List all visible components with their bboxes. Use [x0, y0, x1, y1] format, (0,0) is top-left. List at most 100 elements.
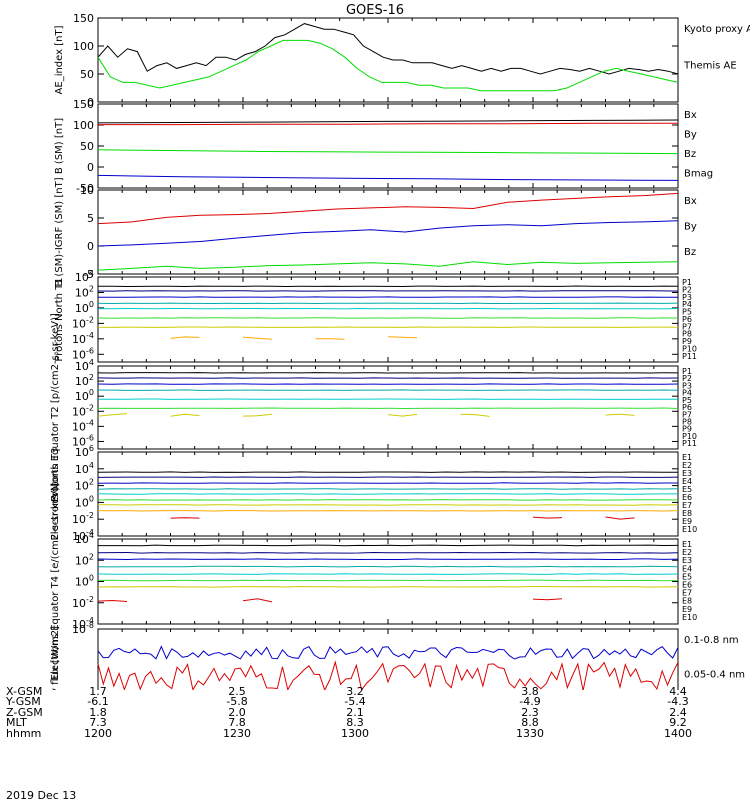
- plot-title: GOES-16: [346, 3, 404, 18]
- y-axis-label: AE_index [nT]: [54, 25, 65, 94]
- y-tick-label: 102: [75, 373, 94, 388]
- series-e8: [533, 599, 562, 600]
- footer-row-label: hhmm: [6, 729, 41, 739]
- series-e7: [98, 505, 678, 506]
- legend-p11: P11: [682, 352, 697, 361]
- series-p8: [388, 337, 417, 338]
- series-e7: [98, 587, 678, 588]
- series-e4: [98, 566, 678, 567]
- legend-e10: E10: [682, 525, 697, 534]
- legend-0-1-0-8-nm: 0.1-0.8 nm: [684, 635, 739, 646]
- legend-p11: P11: [682, 439, 697, 448]
- legend-bx: Bx: [684, 110, 697, 121]
- panel-5: Protons Equator T2 [p/(cm2-s-sr-keV)]104…: [50, 313, 697, 502]
- panel-8: Xray flux [W/m2]10-810-90.1-0.8 nm0.05-0…: [50, 621, 745, 690]
- y-tick-label: 104: [75, 461, 94, 476]
- series-p7: [388, 414, 417, 416]
- y-tick-label: 10-4: [72, 331, 94, 346]
- y-tick-label: 150: [73, 12, 94, 25]
- series-bmag: [98, 120, 678, 123]
- y-tick-label: 100: [73, 119, 94, 132]
- series-p7: [243, 414, 272, 416]
- panel-frame: [98, 539, 678, 624]
- series-e6: [98, 580, 678, 581]
- series-e2: [98, 553, 678, 554]
- y-tick-label: 100: [75, 300, 94, 315]
- series-0-1-0-8-nm: [98, 662, 678, 690]
- y-tick-label: 10: [80, 184, 94, 197]
- series-p7: [98, 414, 127, 416]
- footer-value: 1300: [330, 729, 380, 739]
- series-p7: [606, 414, 635, 415]
- series-e9: [533, 517, 562, 518]
- y-tick-label: 102: [75, 284, 94, 299]
- legend-bz: Bz: [684, 247, 696, 258]
- y-tick-label: 104: [75, 269, 94, 284]
- series-e1: [98, 472, 678, 473]
- y-tick-label: 102: [75, 552, 94, 567]
- footer-row-y-gsm: Y-GSM-6.1-5.8-5.4-4.9-4.3: [6, 697, 746, 708]
- series-e3: [98, 559, 678, 560]
- series-p6: [98, 408, 678, 409]
- series-p4: [98, 390, 678, 391]
- y-tick-label: 10-2: [72, 403, 94, 418]
- series-e1: [98, 545, 678, 546]
- series-bz: [98, 193, 678, 223]
- y-tick-label: 10-2: [72, 595, 94, 610]
- y-tick-label: 104: [75, 358, 94, 373]
- legend-e10: E10: [682, 613, 697, 622]
- y-tick-label: 10-4: [72, 418, 94, 433]
- series-e9: [606, 517, 635, 519]
- series-p8: [171, 337, 200, 339]
- y-axis-label: B (SM) [nT]: [54, 118, 65, 174]
- y-tick-label: 0: [87, 161, 94, 174]
- series-e8: [243, 599, 272, 602]
- series-p8: [316, 339, 345, 340]
- footer-row-hhmm: hhmm 1200 1230 1300 1330 1400: [6, 729, 746, 740]
- series-bx: [98, 175, 678, 180]
- series-e5: [98, 574, 678, 575]
- legend-by: By: [684, 221, 697, 232]
- footer-value: 1200: [73, 729, 123, 739]
- series-bx: [98, 221, 678, 246]
- legend-0-05-0-4-nm: 0.05-0.4 nm: [684, 669, 745, 680]
- series-e6: [98, 500, 678, 501]
- panel-frame: [98, 104, 678, 188]
- panel-frame: [98, 18, 678, 102]
- y-tick-label: 102: [75, 478, 94, 493]
- series-e8: [98, 601, 127, 602]
- y-tick-label: 0: [87, 240, 94, 253]
- footer-value: 1330: [505, 729, 555, 739]
- series-e3: [98, 483, 678, 484]
- series-p7: [461, 414, 490, 416]
- series-by: [98, 150, 678, 154]
- legend-by: By: [684, 130, 697, 141]
- series-p8: [243, 337, 272, 339]
- footer-value: 1230: [212, 729, 262, 739]
- y-tick-label: 50: [80, 68, 94, 81]
- series-bz: [98, 123, 678, 124]
- y-tick-label: 100: [75, 388, 94, 403]
- series-p1: [98, 286, 678, 287]
- y-tick-label: 10-8: [72, 621, 94, 636]
- series-p7: [171, 414, 200, 416]
- y-axis-label: B (SM)-IGRF (SM) [nT]: [54, 177, 65, 286]
- y-tick-label: 50: [80, 140, 94, 153]
- panel-frame: [98, 277, 678, 362]
- footer-value: 1400: [653, 729, 703, 739]
- y-tick-label: 10-2: [72, 315, 94, 330]
- y-tick-label: 100: [75, 574, 94, 589]
- y-tick-label: 106: [75, 444, 94, 459]
- y-tick-label: 100: [75, 494, 94, 509]
- series-e4: [98, 489, 678, 490]
- legend-bz: Bz: [684, 149, 696, 160]
- legend-bx: Bx: [684, 196, 697, 207]
